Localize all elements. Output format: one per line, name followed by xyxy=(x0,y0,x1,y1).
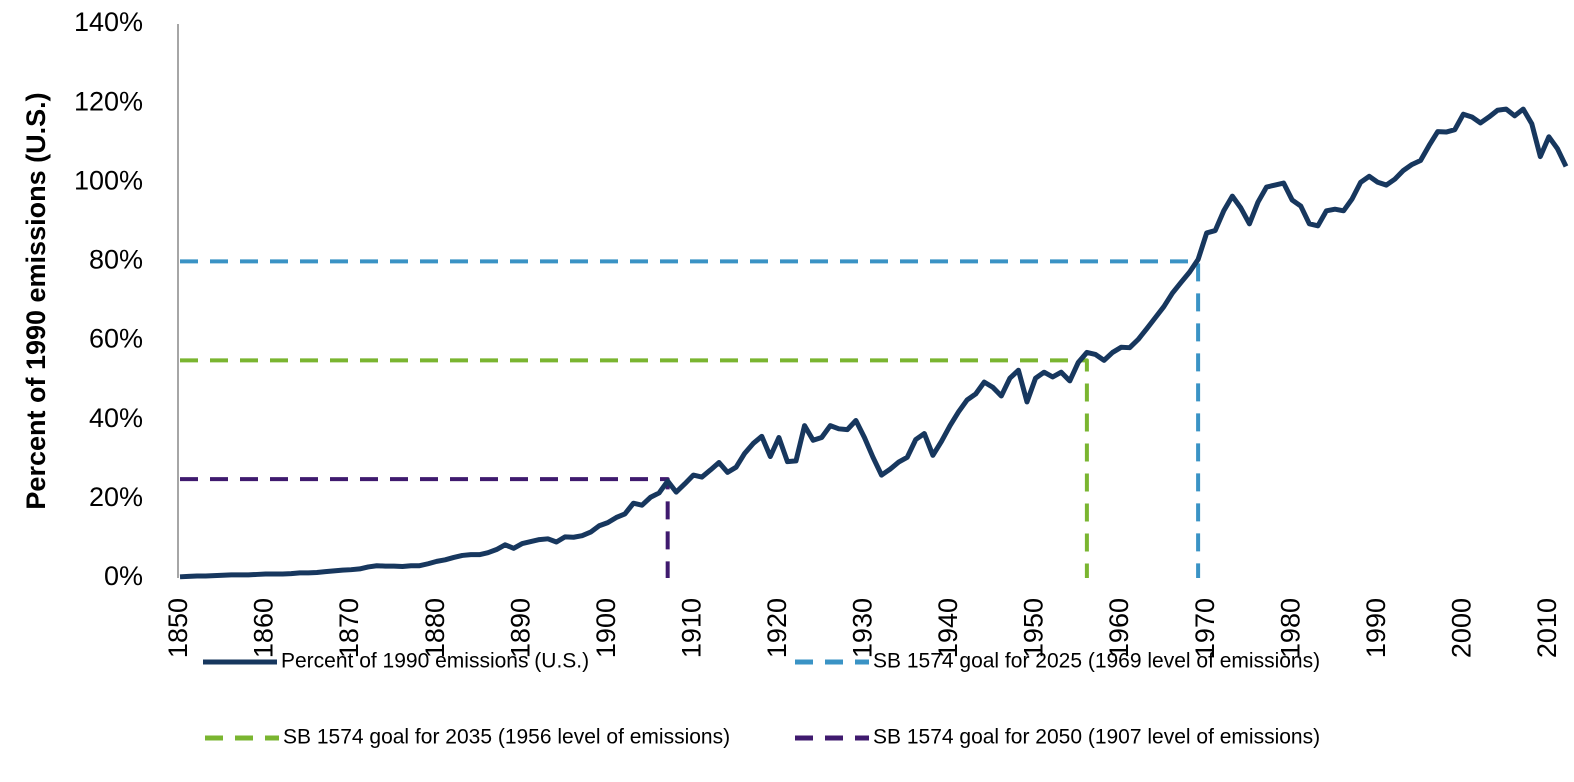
x-tick-label: 2010 xyxy=(1532,598,1562,658)
x-tick-label: 1880 xyxy=(420,598,450,658)
y-tick-label: 140% xyxy=(74,7,143,37)
x-tick-label: 1890 xyxy=(505,598,535,658)
x-tick-label: 1980 xyxy=(1275,598,1305,658)
series-line xyxy=(180,259,1201,578)
y-tick-label: 100% xyxy=(74,165,143,195)
y-tick-label: 80% xyxy=(89,245,143,275)
x-tick-label: 1850 xyxy=(163,598,193,658)
x-tick-label: 1910 xyxy=(676,598,706,658)
x-tick-label: 1860 xyxy=(249,598,279,658)
x-tick-label: 1940 xyxy=(933,598,963,658)
x-tick-label: 1960 xyxy=(1104,598,1134,658)
y-axis-title: Percent of 1990 emissions (U.S.) xyxy=(21,92,51,509)
x-tick-label: 1920 xyxy=(762,598,792,658)
x-tick-label: 1930 xyxy=(848,598,878,658)
legend-label: SB 1574 goal for 2035 (1956 level of emi… xyxy=(283,726,730,749)
x-tick-label: 1990 xyxy=(1361,598,1391,658)
legend-label: SB 1574 goal for 2025 (1969 level of emi… xyxy=(873,650,1320,673)
x-tick-label: 1900 xyxy=(591,598,621,658)
y-tick-label: 0% xyxy=(104,561,143,591)
y-tick-label: 20% xyxy=(89,482,143,512)
y-tick-label: 120% xyxy=(74,86,143,116)
y-tick-label: 60% xyxy=(89,324,143,354)
series-line xyxy=(180,358,1089,578)
legend-label: Percent of 1990 emissions (U.S.) xyxy=(281,650,589,673)
x-tick-label: 1870 xyxy=(334,598,364,658)
y-tick-label: 40% xyxy=(89,403,143,433)
series-line xyxy=(179,106,1569,580)
x-tick-label: 1950 xyxy=(1019,598,1049,658)
legend-label: SB 1574 goal for 2050 (1907 level of emi… xyxy=(873,726,1320,749)
x-tick-label: 1970 xyxy=(1190,598,1220,658)
x-tick-label: 2000 xyxy=(1446,598,1476,658)
